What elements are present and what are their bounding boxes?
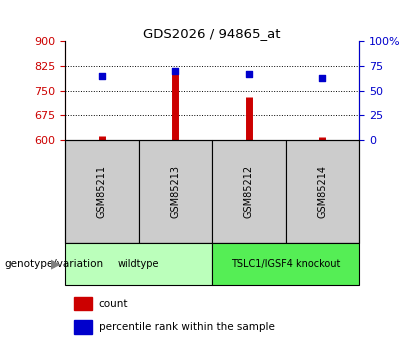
Bar (74, 320, 92, 334)
Text: GSM85212: GSM85212 (244, 165, 254, 218)
Bar (139, 140, 212, 243)
Point (245, 71, 252, 77)
Bar (65, 140, 139, 243)
Bar (65, 243, 212, 285)
Text: GSM85214: GSM85214 (318, 165, 327, 218)
Point (319, 75, 326, 80)
Bar (74, 297, 92, 310)
Bar (212, 243, 359, 285)
Bar (286, 140, 359, 243)
Point (172, 68, 179, 73)
Text: percentile rank within the sample: percentile rank within the sample (99, 322, 275, 332)
Text: wildtype: wildtype (118, 259, 159, 269)
Point (98, 73, 105, 79)
Title: GDS2026 / 94865_at: GDS2026 / 94865_at (143, 27, 281, 40)
Bar (212, 140, 286, 243)
Text: GSM85211: GSM85211 (97, 165, 107, 218)
Text: GSM85213: GSM85213 (171, 165, 180, 218)
Text: TSLC1/IGSF4 knockout: TSLC1/IGSF4 knockout (231, 259, 340, 269)
Text: count: count (99, 298, 128, 308)
Text: ▶: ▶ (51, 257, 61, 270)
Text: genotype/variation: genotype/variation (4, 259, 103, 269)
